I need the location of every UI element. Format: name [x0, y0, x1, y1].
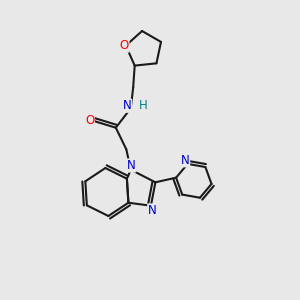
Text: N: N: [123, 99, 132, 112]
Text: O: O: [85, 114, 94, 127]
Text: N: N: [181, 154, 190, 167]
Text: N: N: [127, 159, 136, 172]
Text: N: N: [148, 204, 157, 217]
Text: H: H: [139, 99, 148, 112]
Text: O: O: [120, 39, 129, 52]
